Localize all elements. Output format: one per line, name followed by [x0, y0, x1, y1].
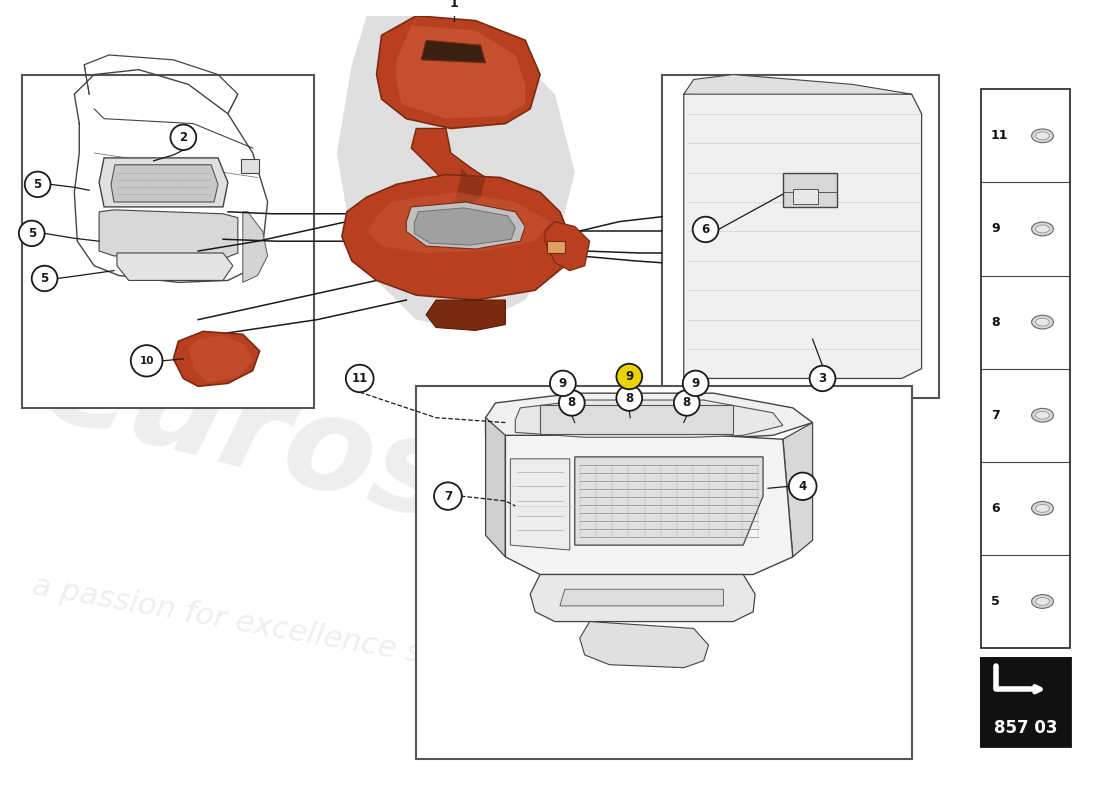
Polygon shape — [366, 192, 550, 253]
Polygon shape — [426, 300, 505, 330]
Circle shape — [683, 370, 708, 396]
Polygon shape — [117, 253, 233, 281]
Polygon shape — [580, 622, 708, 668]
Circle shape — [19, 221, 45, 246]
Polygon shape — [421, 40, 485, 62]
Text: 9: 9 — [692, 377, 700, 390]
Polygon shape — [99, 158, 228, 207]
Text: 8: 8 — [991, 315, 1000, 329]
Text: 6: 6 — [991, 502, 1000, 515]
Bar — [981, 710, 1070, 746]
Text: eurospares: eurospares — [30, 317, 869, 656]
Text: 11: 11 — [991, 130, 1009, 142]
Text: 3: 3 — [818, 372, 826, 385]
Circle shape — [693, 217, 718, 242]
Ellipse shape — [1035, 318, 1049, 326]
Circle shape — [810, 366, 835, 391]
Polygon shape — [174, 331, 260, 386]
Text: 10: 10 — [140, 356, 154, 366]
Circle shape — [550, 370, 575, 396]
Text: 4: 4 — [799, 480, 806, 493]
Bar — [547, 242, 565, 253]
Circle shape — [789, 473, 816, 500]
Polygon shape — [406, 202, 525, 249]
Text: 9: 9 — [991, 222, 1000, 235]
Bar — [22, 74, 315, 408]
Text: 8: 8 — [568, 397, 576, 410]
Text: 5: 5 — [41, 272, 48, 285]
Text: 5: 5 — [991, 595, 1000, 608]
Circle shape — [32, 266, 57, 291]
Polygon shape — [485, 393, 813, 439]
Circle shape — [674, 390, 700, 416]
Polygon shape — [188, 335, 253, 382]
Ellipse shape — [1032, 594, 1054, 608]
Polygon shape — [337, 16, 575, 330]
Ellipse shape — [1035, 411, 1049, 419]
Polygon shape — [530, 574, 755, 622]
Text: 8: 8 — [625, 391, 634, 405]
Ellipse shape — [1035, 505, 1049, 512]
Text: 6: 6 — [702, 223, 710, 236]
Circle shape — [170, 125, 196, 150]
Circle shape — [25, 172, 51, 197]
Text: a passion for excellence since 1985: a passion for excellence since 1985 — [30, 572, 572, 695]
Text: 5: 5 — [33, 178, 42, 191]
Polygon shape — [415, 208, 515, 245]
Polygon shape — [111, 165, 218, 202]
Ellipse shape — [1032, 408, 1054, 422]
Text: 857 03: 857 03 — [994, 719, 1057, 738]
Polygon shape — [505, 435, 793, 574]
Text: 8: 8 — [683, 397, 691, 410]
Polygon shape — [451, 168, 485, 214]
Bar — [981, 658, 1070, 710]
Polygon shape — [396, 26, 525, 118]
Text: 7: 7 — [991, 409, 1000, 422]
Polygon shape — [560, 590, 724, 606]
Ellipse shape — [1032, 222, 1054, 236]
Bar — [981, 90, 1070, 648]
Circle shape — [616, 364, 642, 390]
Polygon shape — [99, 210, 238, 259]
Polygon shape — [376, 16, 540, 129]
Polygon shape — [411, 129, 485, 217]
Polygon shape — [342, 174, 570, 300]
Circle shape — [434, 482, 462, 510]
Circle shape — [559, 390, 585, 416]
Bar — [793, 190, 817, 204]
Polygon shape — [510, 459, 570, 550]
Polygon shape — [485, 418, 505, 557]
Ellipse shape — [1035, 225, 1049, 233]
Text: 2: 2 — [179, 131, 187, 144]
Text: 5: 5 — [28, 227, 36, 240]
Polygon shape — [783, 422, 813, 557]
Bar — [981, 658, 1070, 746]
Bar — [783, 173, 837, 207]
Polygon shape — [684, 84, 922, 378]
Text: 1: 1 — [450, 0, 459, 10]
Text: 9: 9 — [559, 377, 566, 390]
Circle shape — [131, 345, 163, 377]
Ellipse shape — [1032, 129, 1054, 142]
Polygon shape — [684, 74, 912, 94]
Bar — [662, 74, 939, 398]
Ellipse shape — [1035, 598, 1049, 606]
Polygon shape — [243, 212, 267, 282]
Bar — [416, 386, 912, 759]
Polygon shape — [575, 457, 763, 545]
Circle shape — [616, 386, 642, 411]
Ellipse shape — [1035, 132, 1049, 140]
Polygon shape — [515, 400, 783, 438]
Bar — [540, 405, 734, 434]
Text: 7: 7 — [444, 490, 452, 502]
Ellipse shape — [1032, 502, 1054, 515]
Ellipse shape — [1032, 315, 1054, 329]
Polygon shape — [544, 222, 590, 270]
Bar — [241, 159, 258, 173]
Text: 11: 11 — [352, 372, 367, 385]
Text: 9: 9 — [625, 370, 634, 383]
Circle shape — [345, 365, 374, 392]
